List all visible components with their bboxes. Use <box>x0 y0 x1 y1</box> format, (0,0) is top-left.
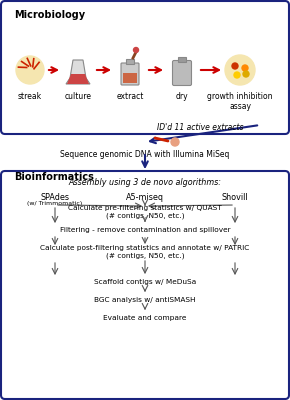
FancyBboxPatch shape <box>178 57 186 62</box>
Polygon shape <box>66 60 90 84</box>
Text: Calculate pre-filtering statistics w/ QUAST
(# contigs, N50, etc.): Calculate pre-filtering statistics w/ QU… <box>68 205 222 219</box>
Polygon shape <box>67 74 89 84</box>
Text: ID'd 11 active extracts: ID'd 11 active extracts <box>157 123 243 132</box>
Text: (w/ Trimmomatic): (w/ Trimmomatic) <box>27 201 83 206</box>
Text: Microbiology: Microbiology <box>14 10 85 20</box>
Text: extract: extract <box>116 92 144 101</box>
FancyBboxPatch shape <box>121 63 139 85</box>
Circle shape <box>234 72 240 78</box>
FancyBboxPatch shape <box>173 60 191 86</box>
Text: Scaffold contigs w/ MeDuSa: Scaffold contigs w/ MeDuSa <box>94 279 196 285</box>
Text: Shovill: Shovill <box>222 193 248 202</box>
Text: streak: streak <box>18 92 42 101</box>
Circle shape <box>242 65 248 71</box>
Text: SPAdes: SPAdes <box>41 193 70 202</box>
Circle shape <box>16 56 44 84</box>
Text: A5-miseq: A5-miseq <box>126 193 164 202</box>
Text: Assembly using 3 de novo algorithms:: Assembly using 3 de novo algorithms: <box>68 178 222 187</box>
Circle shape <box>133 48 139 52</box>
FancyBboxPatch shape <box>123 73 137 83</box>
Text: Calculate post-filtering statistics and annotate w/ PATRIC
(# contigs, N50, etc.: Calculate post-filtering statistics and … <box>40 245 250 259</box>
Text: Evaluate and compare: Evaluate and compare <box>103 315 187 321</box>
FancyBboxPatch shape <box>126 59 134 64</box>
Text: culture: culture <box>64 92 92 101</box>
Text: BGC analysis w/ antiSMASH: BGC analysis w/ antiSMASH <box>94 297 196 303</box>
Circle shape <box>171 138 179 146</box>
Text: dry: dry <box>176 92 188 101</box>
FancyBboxPatch shape <box>1 1 289 134</box>
Text: growth inhibition
assay: growth inhibition assay <box>207 92 273 111</box>
Text: Bioinformatics: Bioinformatics <box>14 172 94 182</box>
Text: Sequence genomic DNA with Illumina MiSeq: Sequence genomic DNA with Illumina MiSeq <box>60 150 230 159</box>
Text: Filtering - remove contamination and spillover: Filtering - remove contamination and spi… <box>60 227 230 233</box>
Circle shape <box>243 71 249 77</box>
Circle shape <box>232 63 238 69</box>
Circle shape <box>225 55 255 85</box>
FancyBboxPatch shape <box>1 171 289 399</box>
